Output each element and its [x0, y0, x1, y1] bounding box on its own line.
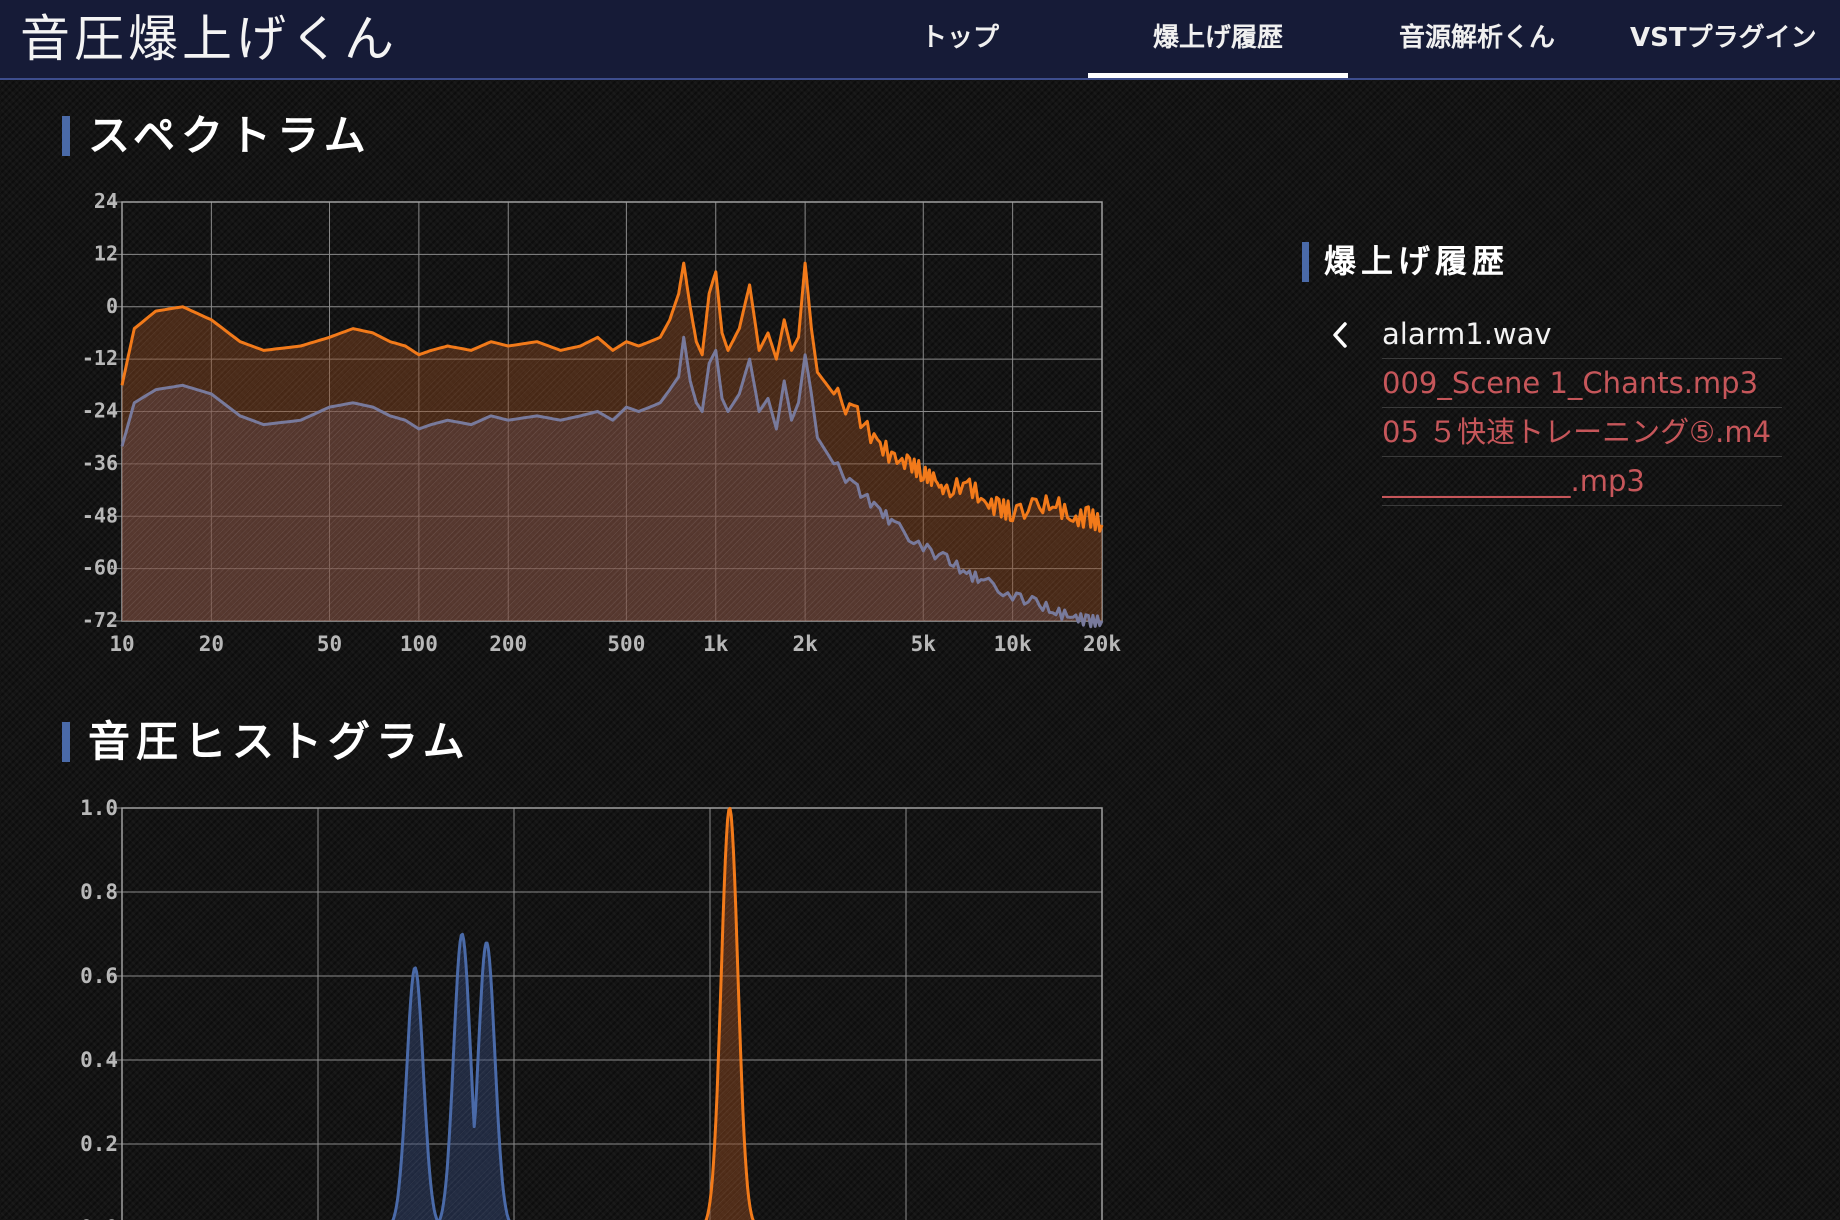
x-tick-label: 20k — [1083, 632, 1121, 656]
app-logo[interactable]: 音圧爆上げくん — [20, 10, 398, 68]
history-file-link[interactable]: 05 ５快速トレーニング⑤.m4 — [1382, 408, 1782, 457]
y-tick-label: -24 — [82, 399, 118, 423]
history-list: alarm1.wav 009_Scene 1_Chants.mp3 05 ５快速… — [1382, 310, 1782, 506]
histogram-series-line — [704, 807, 755, 1220]
y-tick-label: -72 — [82, 608, 118, 632]
x-tick-label: 1k — [703, 632, 729, 656]
top-navigation-bar: 音圧爆上げくん トップ 爆上げ履歴 音源解析くん VSTプラグイン — [0, 0, 1840, 80]
history-file-link[interactable]: 009_Scene 1_Chants.mp3 — [1382, 359, 1782, 408]
histogram-section-title: 音圧ヒストグラム — [62, 718, 471, 766]
histogram-series-hatch — [393, 934, 509, 1220]
x-tick-label: 20 — [199, 632, 224, 656]
y-tick-label: 0.6 — [80, 964, 118, 988]
y-tick-label: -48 — [82, 503, 118, 527]
history-file-link[interactable]: _____________.mp3 — [1382, 457, 1782, 506]
history-current-file: alarm1.wav — [1382, 310, 1782, 359]
plot-frame — [121, 807, 1103, 1220]
y-tick-label: 0.0 — [80, 1216, 118, 1220]
x-tick-label: 5k — [911, 632, 937, 656]
x-tick-label: 500 — [607, 632, 645, 656]
histogram-chart: 1.0 0.8 0.6 0.4 0.2 0.0 — [80, 796, 1103, 1220]
spectrum-section-title: スペクトラム — [62, 112, 372, 160]
histogram-grid — [110, 807, 1103, 1220]
y-tick-label: -36 — [82, 451, 118, 475]
spectrum-series-line — [120, 335, 1104, 629]
histogram-series-line — [391, 932, 511, 1220]
nav-item-analysis[interactable]: 音源解析くん — [1398, 23, 1555, 53]
x-tick-label: 50 — [317, 632, 342, 656]
nav-item-top[interactable]: トップ — [920, 23, 999, 53]
y-tick-label: -60 — [82, 556, 118, 580]
y-tick-label: 0.4 — [80, 1048, 118, 1072]
x-tick-label: 10k — [994, 632, 1032, 656]
history-sidebar-title: 爆上げ履歴 — [1302, 240, 1509, 282]
y-tick-label: 1.0 — [80, 796, 118, 820]
nav-item-history[interactable]: 爆上げ履歴 — [1088, 0, 1348, 78]
x-tick-label: 2k — [792, 632, 818, 656]
y-tick-label: -12 — [82, 346, 118, 370]
y-tick-label: 24 — [94, 189, 118, 213]
spectrum-series-line — [120, 261, 1104, 533]
x-tick-label: 200 — [489, 632, 527, 656]
x-tick-label: 100 — [400, 632, 438, 656]
x-tick-label: 10 — [109, 632, 134, 656]
y-tick-label: 0 — [106, 294, 118, 318]
back-chevron-icon[interactable] — [1326, 320, 1356, 350]
y-tick-label: 0.2 — [80, 1132, 118, 1156]
nav-item-vst-plugin[interactable]: VSTプラグイン — [1630, 23, 1817, 53]
y-tick-label: 0.8 — [80, 880, 118, 904]
y-tick-label: 12 — [94, 241, 118, 265]
spectrum-series-hatch — [122, 337, 1102, 627]
histogram-series-hatch — [706, 808, 754, 1220]
